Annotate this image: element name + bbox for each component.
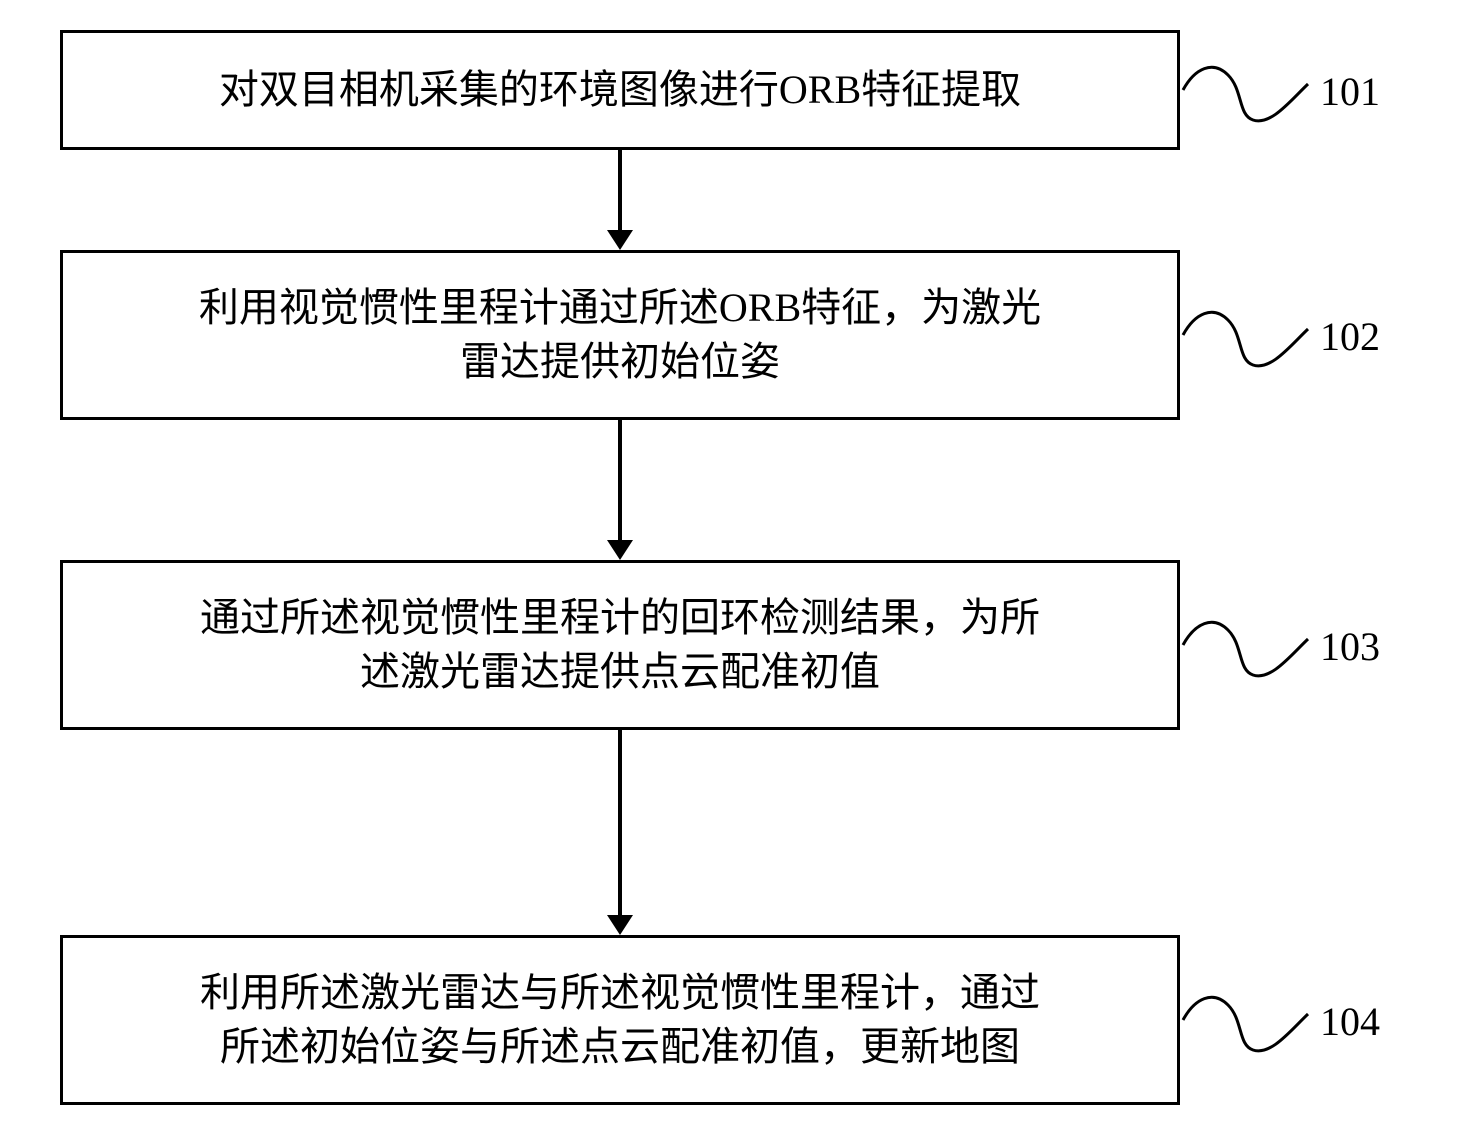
step-number-4: 104: [1320, 998, 1380, 1045]
squiggle-4: [1183, 1020, 1313, 1080]
flow-node-2-label: 利用视觉惯性里程计通过所述ORB特征，为激光 雷达提供初始位姿: [199, 281, 1041, 389]
flow-node-3: 通过所述视觉惯性里程计的回环检测结果，为所 述激光雷达提供点云配准初值: [60, 560, 1180, 730]
edge-3-4-arrowhead: [607, 915, 633, 935]
edge-2-3-line: [618, 420, 622, 542]
flow-node-1-label: 对双目相机采集的环境图像进行ORB特征提取: [219, 63, 1021, 117]
flowchart-canvas: 对双目相机采集的环境图像进行ORB特征提取 101 利用视觉惯性里程计通过所述O…: [0, 0, 1459, 1148]
step-number-3: 103: [1320, 623, 1380, 670]
flow-node-4-label: 利用所述激光雷达与所述视觉惯性里程计，通过 所述初始位姿与所述点云配准初值，更新…: [200, 966, 1040, 1074]
squiggle-1: [1183, 90, 1313, 150]
flow-node-2: 利用视觉惯性里程计通过所述ORB特征，为激光 雷达提供初始位姿: [60, 250, 1180, 420]
step-number-2: 102: [1320, 313, 1380, 360]
edge-2-3-arrowhead: [607, 540, 633, 560]
edge-1-2-arrowhead: [607, 230, 633, 250]
edge-3-4-line: [618, 730, 622, 917]
step-number-1: 101: [1320, 68, 1380, 115]
squiggle-3: [1183, 645, 1313, 705]
squiggle-2: [1183, 335, 1313, 395]
flow-node-4: 利用所述激光雷达与所述视觉惯性里程计，通过 所述初始位姿与所述点云配准初值，更新…: [60, 935, 1180, 1105]
flow-node-1: 对双目相机采集的环境图像进行ORB特征提取: [60, 30, 1180, 150]
flow-node-3-label: 通过所述视觉惯性里程计的回环检测结果，为所 述激光雷达提供点云配准初值: [200, 591, 1040, 699]
edge-1-2-line: [618, 150, 622, 232]
